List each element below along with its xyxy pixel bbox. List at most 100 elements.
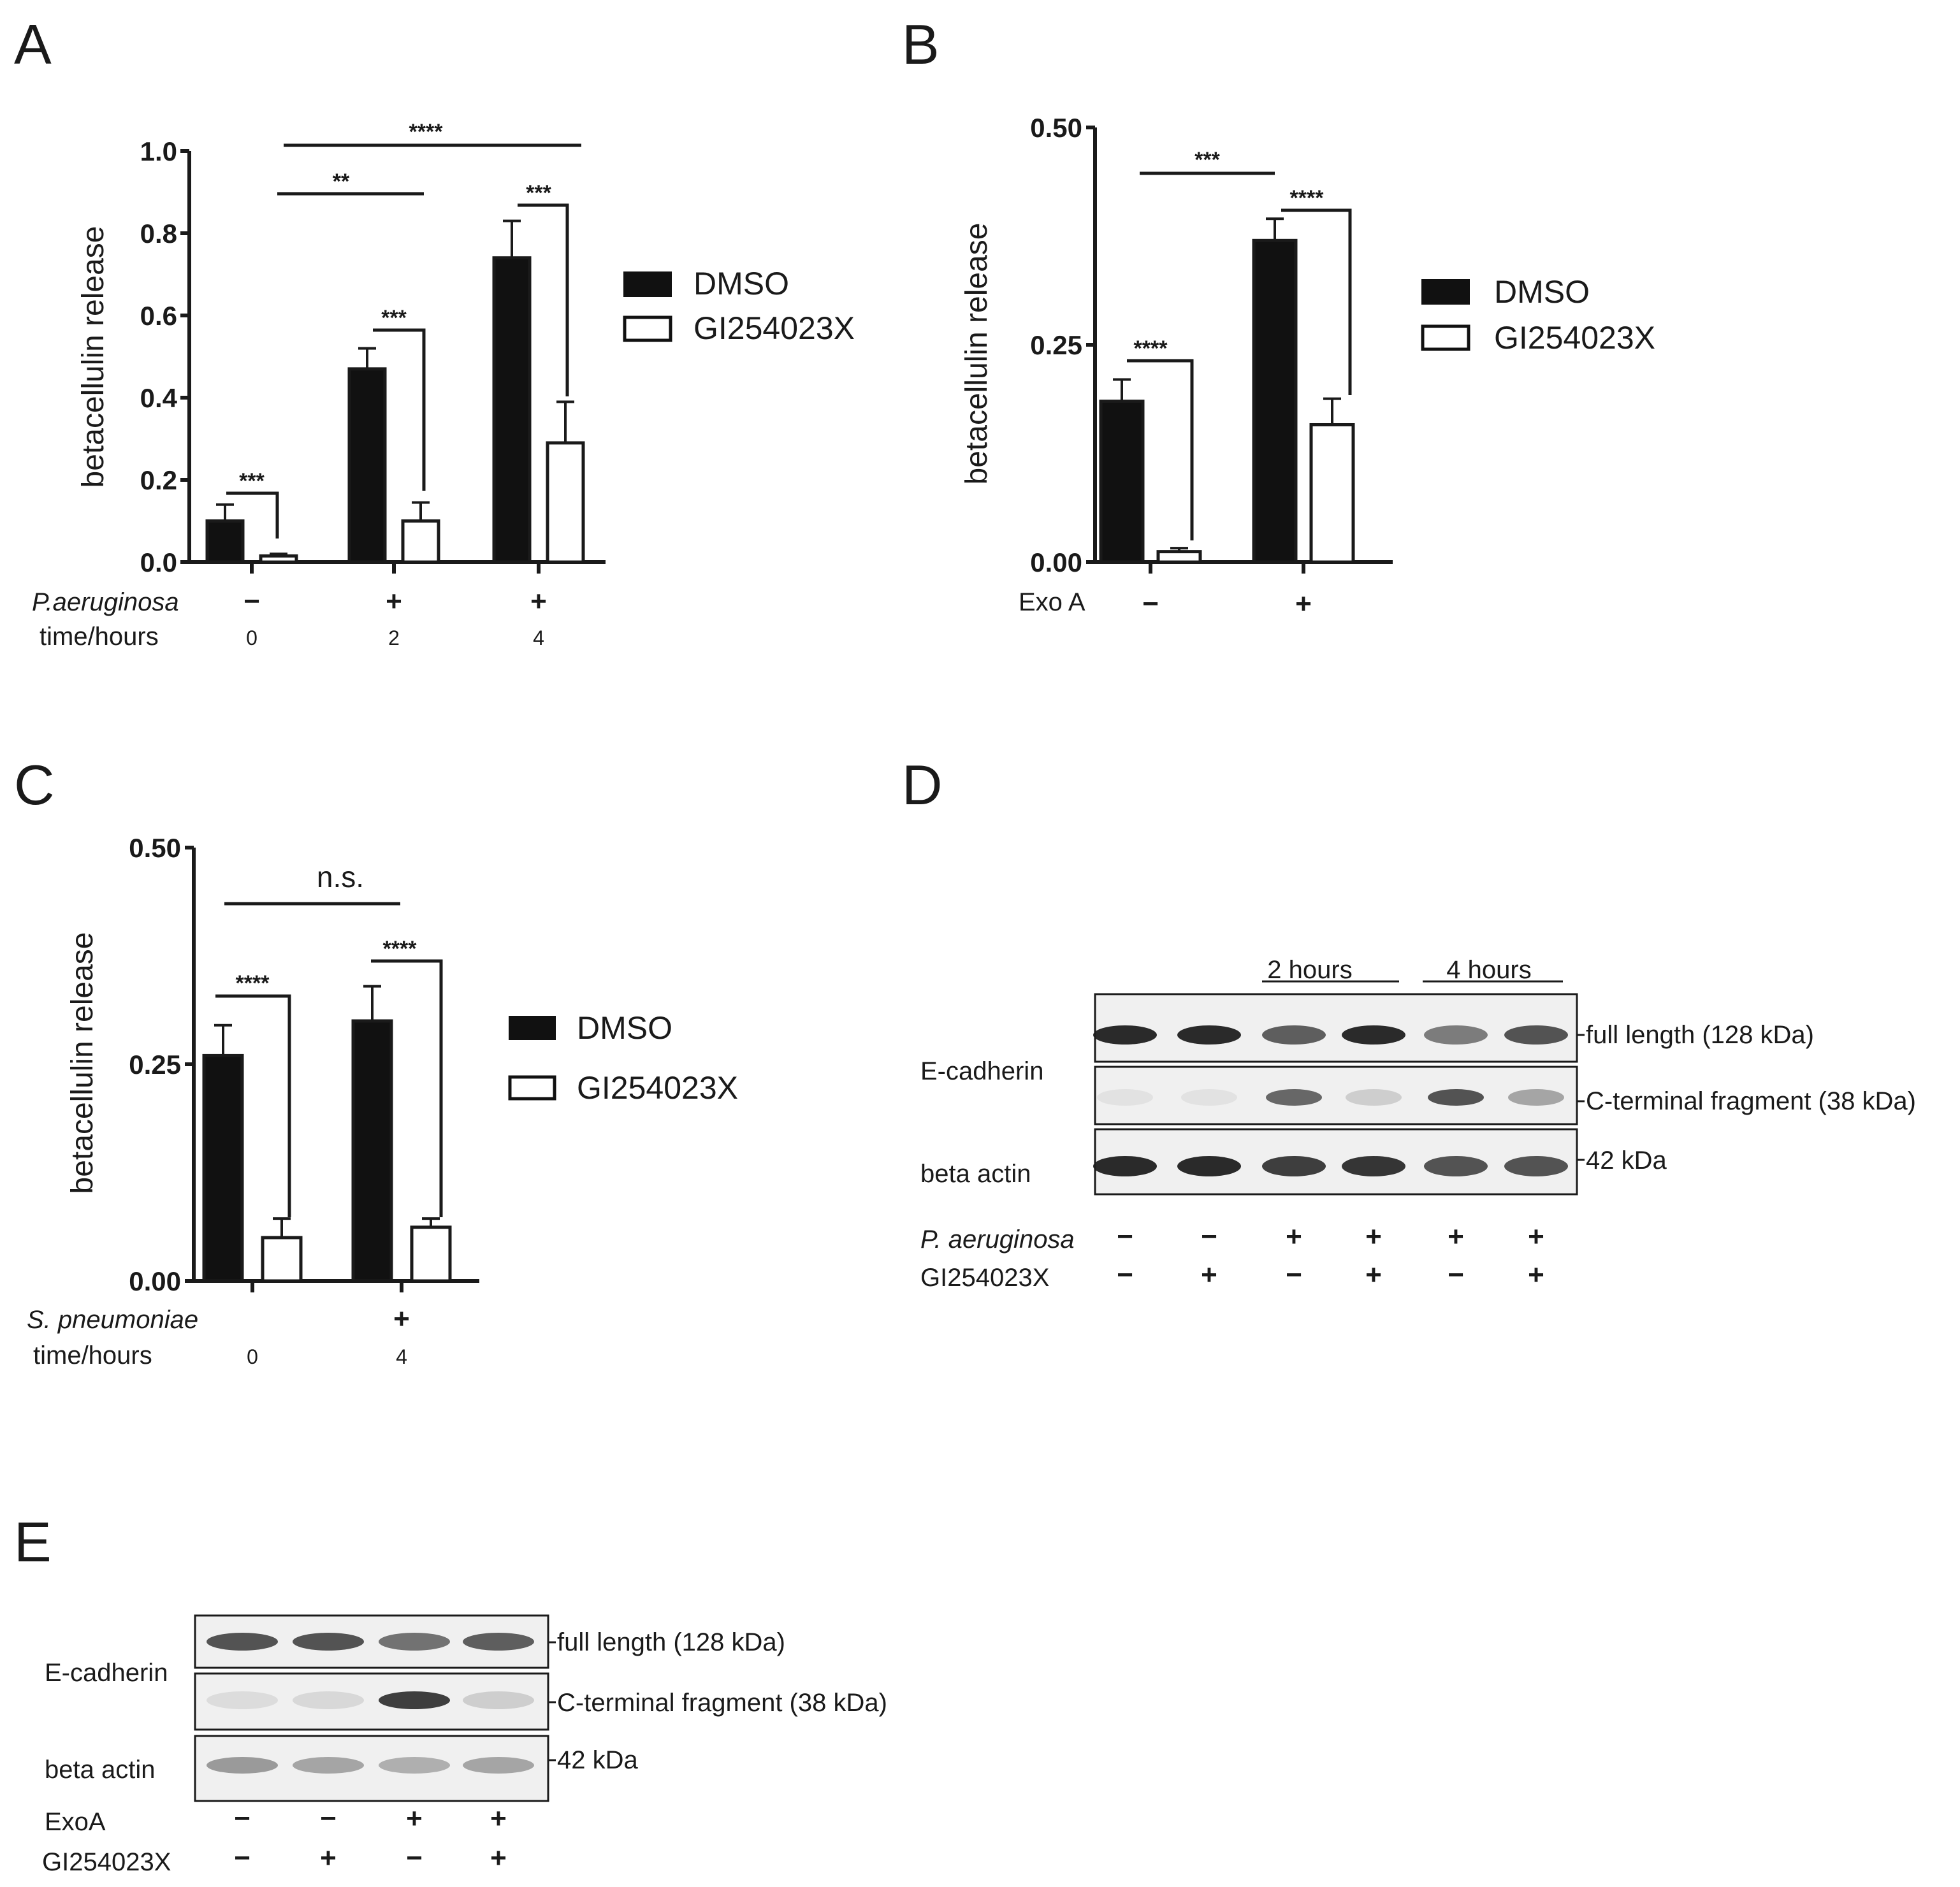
blot-band-full [293, 1633, 364, 1651]
chart-c-ytick-label: 0.00 [129, 1266, 181, 1296]
legend-c-swatch-dmso [509, 1016, 556, 1040]
chart-c-sig-within-1: **** [383, 937, 417, 961]
chart-a-ytick-label: 0.8 [140, 219, 177, 249]
bar-gi [261, 1236, 303, 1283]
chart-a-sig-between-02: ** [333, 170, 350, 194]
blot-d-row-ecad: E-cadherin [920, 1057, 1043, 1085]
legend-a-dmso: DMSO [693, 266, 789, 301]
chart-b-ylabel: betacellulin release [960, 223, 994, 485]
chart-b-cond-label-0: Exo A [1019, 588, 1085, 616]
blot-band-ctf [1428, 1089, 1484, 1106]
blot-band-full [1177, 1025, 1241, 1045]
blot-band-actin [463, 1757, 534, 1774]
errorbar-gi [270, 553, 287, 556]
blot-d-band-full: full length (128 kDa) [1586, 1021, 1814, 1049]
bar-dmso [351, 1019, 393, 1283]
blot-d-cond-label-0: P. aeruginosa [920, 1225, 1075, 1254]
chart-a-sig-within-0: *** [239, 469, 265, 493]
chart-a-ytick-label: 0.4 [140, 383, 178, 413]
blot-band-actin [207, 1757, 278, 1774]
blot-e-cond-value: + [490, 1842, 507, 1874]
chart-c-sig-bracket-1 [371, 959, 443, 1217]
legend-a-gi: GI254023X [693, 310, 855, 346]
errorbar-dmso [363, 985, 381, 1021]
chart-a-cond-value: 2 [388, 626, 400, 649]
blot-e-row-ecad: E-cadherin [45, 1659, 168, 1687]
bar-gi [1309, 423, 1355, 564]
chart-a-sig-within-2: *** [526, 181, 551, 205]
bar-dmso [1099, 400, 1145, 564]
blot-e-cond-label-1: GI254023X [42, 1848, 171, 1876]
legend-c-gi: GI254023X [577, 1070, 738, 1106]
blot-d-cond-label-1: GI254023X [920, 1264, 1049, 1292]
chart-c-cond-label-0: S. pneumoniae [27, 1306, 198, 1334]
blot-band-full [1342, 1025, 1405, 1045]
chart-a-sig-bracket-2 [518, 203, 569, 396]
legend-a-swatch-gi [623, 315, 672, 342]
bar-dmso [347, 367, 387, 564]
legend-b-dmso: DMSO [1494, 274, 1590, 310]
chart-a-cond-value: 4 [533, 626, 544, 649]
legend-c: DMSO GI254023X [508, 1010, 738, 1106]
blot-d-panel-full [1094, 993, 1578, 1063]
chart-a-sig-bracket-1 [373, 328, 426, 491]
legend-c-dmso: DMSO [577, 1010, 672, 1046]
chart-a-sig-between-04: **** [409, 120, 444, 144]
blot-e-cond-value: + [406, 1803, 423, 1834]
chart-c-cond-label-1: time/hours [33, 1341, 152, 1370]
bar-gi [1156, 550, 1202, 564]
chart-b-ytick-label: 0.50 [1030, 113, 1082, 143]
blot-d-panel-actin [1094, 1128, 1578, 1196]
errorbar-gi [273, 1217, 291, 1238]
blot-d-cond-value: + [1365, 1259, 1382, 1291]
errorbar-gi [556, 400, 574, 443]
blot-d-group-2h: 2 hours [1267, 956, 1352, 984]
chart-c-ytick-label: 0.50 [129, 833, 181, 863]
blot-e-cond-value: + [320, 1842, 337, 1874]
blot-band-actin [1177, 1156, 1241, 1176]
chart-b-cond-value: + [1295, 588, 1312, 619]
chart-a-cond-label-0: P.aeruginosa [32, 588, 179, 616]
chart-a-cond-value: − [243, 586, 260, 617]
chart-c-sig-between: n.s. [317, 860, 364, 893]
blot-d-panel-ctf [1094, 1066, 1578, 1125]
chart-a-cond-value: + [530, 586, 547, 617]
blot-band-actin [1424, 1156, 1488, 1176]
blot-band-full [1093, 1025, 1157, 1045]
blot-e-band-actin: 42 kDa [557, 1746, 638, 1774]
blot-band-actin [1342, 1156, 1405, 1176]
blot-band-ctf [1097, 1089, 1153, 1106]
blot-band-actin [293, 1757, 364, 1774]
blot-d-cond-value: + [1286, 1221, 1302, 1252]
blot-e-band-ctf: C-terminal fragment (38 kDa) [557, 1689, 887, 1717]
blot-d-cond-value: + [1528, 1259, 1544, 1291]
errorbar-dmso [1266, 217, 1284, 241]
errorbar-gi [1323, 397, 1341, 425]
blot-d-group-4h: 4 hours [1446, 956, 1531, 984]
panel-label-d: D [902, 753, 943, 816]
blot-e: E-cadherin beta actin full length (128 k… [42, 1614, 887, 1876]
blot-band-full [379, 1633, 450, 1651]
chart-b-sig-within-1: **** [1290, 186, 1325, 210]
blot-band-full [1424, 1025, 1488, 1045]
chart-b-ytick-label: 0.00 [1030, 547, 1082, 577]
chart-a-cond-label-1: time/hours [40, 623, 159, 651]
chart-c-ytick-label: 0.25 [129, 1050, 181, 1080]
chart-a-sig-bracket-0 [226, 491, 279, 539]
errorbar-dmso [1113, 378, 1131, 401]
errorbar-dmso [358, 347, 376, 369]
blot-d-cond-value: − [1201, 1221, 1217, 1252]
blot-d-cond-value: + [1201, 1259, 1217, 1291]
chart-c-ylabel: betacellulin release [66, 932, 99, 1194]
blot-band-ctf [1181, 1089, 1237, 1106]
chart-c-cond-value: 4 [396, 1345, 407, 1368]
bar-dmso [205, 519, 245, 564]
chart-a-ylabel: betacellulin release [76, 226, 110, 488]
blot-e-row-actin: beta actin [45, 1756, 155, 1784]
blot-d-cond-value: − [1117, 1259, 1133, 1291]
errorbar-gi [412, 501, 430, 521]
errorbar-dmso [214, 1023, 232, 1056]
chart-b: betacellulin release Exo A **** **** ***… [960, 113, 1393, 619]
blot-band-ctf [1266, 1089, 1322, 1106]
